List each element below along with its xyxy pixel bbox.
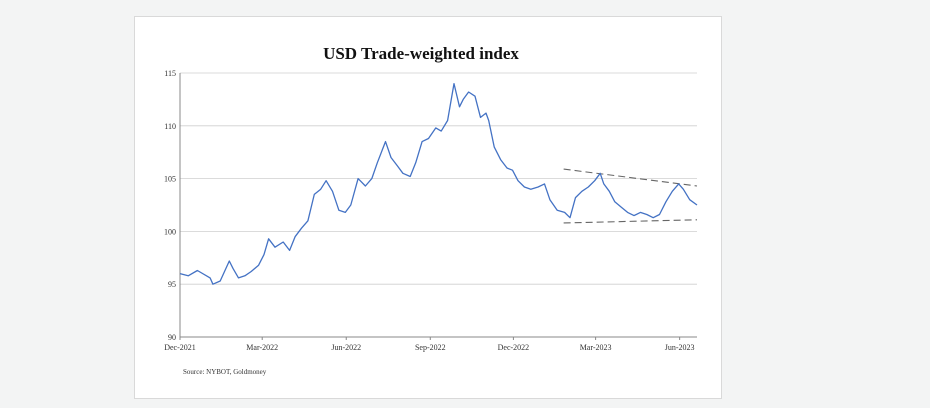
x-tick-label: Dec-2022 bbox=[498, 343, 530, 352]
x-tick-label: Jun-2023 bbox=[665, 343, 695, 352]
x-tick-label: Dec-2021 bbox=[164, 343, 196, 352]
x-tick-label: Sep-2022 bbox=[415, 343, 446, 352]
axes bbox=[179, 73, 697, 338]
gridlines bbox=[180, 72, 697, 285]
dashed-trendline bbox=[563, 219, 698, 224]
trendline-annotations bbox=[563, 168, 698, 224]
y-tick-label: 110 bbox=[164, 122, 176, 131]
x-tick-label: Mar-2022 bbox=[246, 343, 278, 352]
x-tick-label: Jun-2022 bbox=[331, 343, 361, 352]
y-tick-label: 90 bbox=[168, 333, 176, 342]
x-tick-label: Mar-2023 bbox=[580, 343, 612, 352]
chart-source: Source: NYBOT, Goldmoney bbox=[183, 368, 267, 376]
y-axis-tick-labels: 90 95 100 105 110 115 bbox=[164, 69, 176, 342]
chart-card: USD Trade-weighted index 90 95 100 105 110 11… bbox=[134, 16, 722, 399]
y-tick-label: 115 bbox=[164, 69, 176, 78]
y-tick-label: 100 bbox=[164, 227, 176, 236]
line-chart: USD Trade-weighted index 90 95 100 105 110 11… bbox=[164, 44, 698, 376]
y-tick-label: 105 bbox=[164, 175, 176, 184]
y-tick-label: 95 bbox=[168, 280, 176, 289]
series-line bbox=[179, 82, 698, 285]
series-lines bbox=[179, 82, 698, 285]
chart-title: USD Trade-weighted index bbox=[323, 44, 519, 63]
dashed-trendline bbox=[563, 168, 698, 187]
x-axis-tick-labels: Dec-2021 Mar-2022 Jun-2022 Sep-2022 Dec-2022… bbox=[164, 337, 695, 352]
